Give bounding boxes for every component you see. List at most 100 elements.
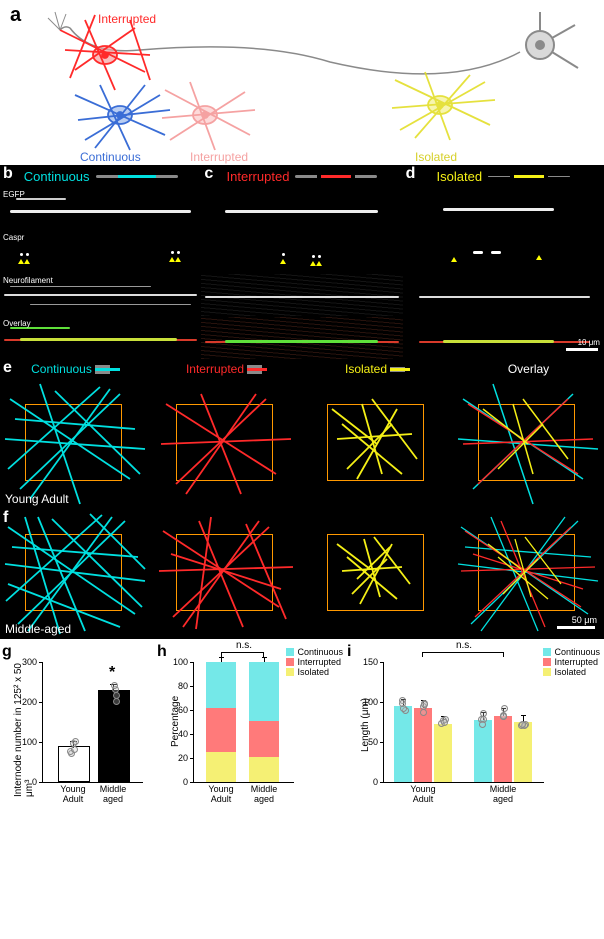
legend-interrupted: Interrupted xyxy=(543,657,600,667)
micro-b-overlay: Overlay xyxy=(0,316,201,359)
panel-b-label: b xyxy=(3,165,13,183)
trace-svg xyxy=(0,509,150,639)
panel-e-caption: Young Adult xyxy=(5,492,69,506)
panel-e-label: e xyxy=(3,359,12,377)
micro-c-caspr xyxy=(201,230,402,273)
micro-c-neuro xyxy=(201,273,402,316)
micro-d-title: Isolated xyxy=(437,169,483,184)
micro-c-header: Interrupted xyxy=(201,165,402,187)
label-continuous: Continuous xyxy=(80,150,141,164)
panel-h-label: h xyxy=(157,643,167,661)
trace-h-0: Continuous xyxy=(31,362,92,376)
panel-d-label: d xyxy=(406,165,416,183)
legend-continuous: Continuous xyxy=(543,647,600,657)
trace-e-int xyxy=(151,379,302,509)
chart-i: 050100150Young AdultMiddle agedn.s. xyxy=(383,662,544,783)
legend-text: Isolated xyxy=(297,667,329,677)
chart-h-legend: Continuous Interrupted Isolated xyxy=(286,647,343,677)
row-label-overlay: Overlay xyxy=(3,319,31,328)
trace-svg xyxy=(302,379,452,509)
panel-e-row: Young Adult xyxy=(0,379,604,509)
trace-f-iso xyxy=(302,509,453,639)
trace-svg xyxy=(453,379,603,509)
line-schematic-icon xyxy=(295,175,377,178)
legend-text: Continuous xyxy=(554,647,600,657)
micro-col-d: d Isolated xyxy=(403,165,604,359)
micro-c-overlay xyxy=(201,316,402,359)
row-label-neuro: Neurofilament xyxy=(3,276,53,285)
micro-col-b: b Continuous EGFP Caspr xyxy=(0,165,201,359)
chart-h: 020406080100Young AdultMiddle agedn.s. xyxy=(193,662,294,783)
row-label-caspr: Caspr xyxy=(3,233,24,242)
micro-d-header: Isolated xyxy=(403,165,604,187)
trace-f-ovr: 50 μm xyxy=(453,509,604,639)
panel-i-label: i xyxy=(347,643,351,661)
trace-f-cont: Middle-aged xyxy=(0,509,151,639)
chart-g-ylabel: Internode number in 125² x 50 μm³ xyxy=(13,647,35,797)
trace-headers: e Continuous Interrupted Isolated xyxy=(0,359,604,379)
panel-f-row: f Middle-aged xyxy=(0,509,604,639)
trace-h-cont: Continuous xyxy=(0,359,151,379)
line-schematic-icon xyxy=(390,367,410,372)
panel-a-svg xyxy=(0,0,604,165)
micro-b-header: Continuous xyxy=(0,165,201,187)
micro-b-caspr: Caspr xyxy=(0,230,201,273)
legend-text: Interrupted xyxy=(297,657,341,667)
legend-text: Interrupted xyxy=(554,657,598,667)
trace-e-ovr xyxy=(453,379,604,509)
scalebar-label-f: 50 μm xyxy=(572,615,597,625)
label-isolated: Isolated xyxy=(415,150,457,164)
trace-svg xyxy=(0,379,150,509)
micro-c-egfp xyxy=(201,187,402,230)
line-schematic-icon xyxy=(488,175,570,178)
micro-b-title: Continuous xyxy=(24,169,90,184)
legend-text: Continuous xyxy=(297,647,343,657)
charts-row: g Internode number in 125² x 50 μm³ 0100… xyxy=(0,639,604,817)
label-interrupted2: Interrupted xyxy=(190,150,248,164)
scalebar-icon xyxy=(557,626,595,629)
micro-c-title: Interrupted xyxy=(227,169,290,184)
micro-d-neuro xyxy=(403,273,604,316)
chart-h-container: h Percentage 020406080100Young AdultMidd… xyxy=(155,647,345,817)
chart-g: 0100200300Young AdultMiddle aged* xyxy=(42,662,143,783)
micro-panels: b Continuous EGFP Caspr xyxy=(0,165,604,359)
trace-svg xyxy=(302,509,452,639)
row-label-egfp: EGFP xyxy=(3,190,25,199)
legend-interrupted: Interrupted xyxy=(286,657,343,667)
trace-svg xyxy=(151,509,301,639)
scalebar-icon xyxy=(566,348,598,351)
chart-h-ylabel: Percentage xyxy=(170,696,181,747)
trace-h-iso: Isolated xyxy=(302,359,453,379)
figure-root: a xyxy=(0,0,604,817)
panel-a: a xyxy=(0,0,604,165)
panel-f-label: f xyxy=(3,509,8,527)
trace-e-cont: Young Adult xyxy=(0,379,151,509)
legend-isolated: Isolated xyxy=(286,667,343,677)
legend-isolated: Isolated xyxy=(543,667,600,677)
panel-g-label: g xyxy=(2,643,12,661)
trace-e-iso xyxy=(302,379,453,509)
legend-text: Isolated xyxy=(554,667,586,677)
trace-svg xyxy=(151,379,301,509)
trace-h-int: Interrupted xyxy=(151,359,302,379)
micro-col-c: c Interrupted xyxy=(201,165,402,359)
chart-i-container: i Length (μm) 050100150Young AdultMiddle… xyxy=(345,647,604,817)
trace-h-2: Isolated xyxy=(345,362,387,376)
micro-d-egfp xyxy=(403,187,604,230)
line-schematic-icon xyxy=(247,365,267,374)
label-interrupted: Interrupted xyxy=(98,12,156,26)
line-schematic-icon xyxy=(96,175,178,178)
trace-f-int xyxy=(151,509,302,639)
chart-g-container: g Internode number in 125² x 50 μm³ 0100… xyxy=(0,647,155,817)
scalebar-label: 10 μm xyxy=(578,338,600,347)
trace-h-1: Interrupted xyxy=(186,362,244,376)
micro-b-neuro: Neurofilament xyxy=(0,273,201,316)
trace-h-ovr: Overlay xyxy=(453,359,604,379)
micro-b-egfp: EGFP xyxy=(0,187,201,230)
line-schematic-icon xyxy=(95,365,120,374)
micro-d-caspr xyxy=(403,230,604,273)
panel-c-label: c xyxy=(204,165,213,183)
trace-h-3: Overlay xyxy=(508,362,549,376)
panel-f-caption: Middle-aged xyxy=(5,622,71,636)
legend-continuous: Continuous xyxy=(286,647,343,657)
